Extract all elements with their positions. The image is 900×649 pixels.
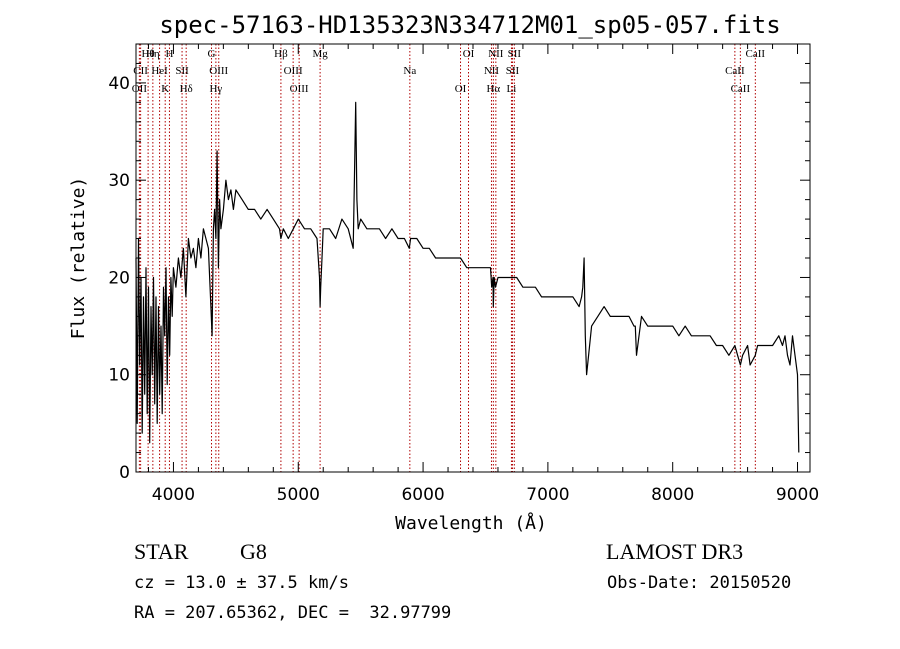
- y-axis-label: Flux (relative): [68, 177, 89, 340]
- line-label-0: Hθ: [141, 48, 154, 60]
- line-label-10: OIII: [209, 65, 228, 77]
- line-label-14: OIII: [290, 83, 309, 95]
- line-label-2: OII: [132, 83, 148, 95]
- y-tick-label-1: 10: [108, 366, 130, 386]
- y-tick-label-0: 0: [119, 463, 130, 483]
- line-label-15: Mg: [312, 48, 328, 60]
- survey-name: LAMOST DR3: [606, 539, 744, 564]
- y-tick-label-2: 20: [108, 268, 130, 288]
- line-label-18: OI: [463, 48, 475, 60]
- x-tick-label-0: 4000: [152, 485, 195, 505]
- line-label-19: NII: [484, 65, 500, 77]
- line-label-5: K: [161, 83, 169, 95]
- emission-line-labels: HθCIIOIIHηHeIKHSIIHδGOIIIHγHβOIIIOIIIMgN…: [132, 48, 766, 95]
- line-label-20: Hα: [486, 83, 500, 95]
- x-tick-label-5: 9000: [776, 485, 819, 505]
- y-tick-label-4: 40: [108, 74, 130, 94]
- observation-date: Obs-Date: 20150520: [607, 573, 792, 593]
- x-axis-label: Wavelength (Å): [395, 512, 547, 534]
- line-label-9: G: [208, 48, 216, 60]
- y-tick-label-3: 30: [108, 171, 130, 191]
- x-tick-label-2: 6000: [401, 485, 444, 505]
- line-label-17: OI: [455, 83, 467, 95]
- chart-title: spec-57163-HD135323N334712M01_sp05-057.f…: [159, 11, 780, 39]
- spectrum-series-0: [135, 101, 800, 453]
- line-label-27: CaII: [746, 48, 766, 60]
- line-label-11: Hγ: [209, 83, 222, 95]
- ra-dec-coordinates: RA = 207.65362, DEC = 32.97799: [134, 603, 452, 623]
- line-label-1: CII: [133, 65, 148, 77]
- line-label-16: Na: [403, 65, 416, 77]
- x-tick-label-1: 5000: [277, 485, 320, 505]
- line-label-3: Hη: [146, 48, 160, 60]
- x-tick-label-3: 7000: [526, 485, 569, 505]
- object-class: STAR: [134, 539, 189, 564]
- line-label-8: Hδ: [180, 83, 193, 95]
- line-label-12: Hβ: [274, 48, 288, 60]
- line-label-24: SII: [508, 48, 522, 60]
- x-tick-label-4: 8000: [651, 485, 694, 505]
- line-label-4: HeI: [151, 65, 168, 77]
- line-label-22: SII: [506, 65, 520, 77]
- object-subclass: G8: [240, 539, 267, 564]
- line-label-7: SII: [175, 65, 189, 77]
- redshift-cz: cz = 13.0 ± 37.5 km/s: [134, 573, 349, 593]
- line-label-25: CaII: [725, 65, 745, 77]
- line-label-26: CaII: [731, 83, 751, 95]
- plot-area: [135, 101, 800, 453]
- line-label-23: Li: [507, 83, 517, 95]
- line-label-13: OIII: [284, 65, 303, 77]
- plot-frame: [135, 43, 811, 473]
- line-label-6: H: [165, 48, 173, 60]
- axis-ticks: 4000 5000 6000 7000 8000 9000 0 10 20 30 40: [108, 43, 819, 505]
- line-label-21: NII: [488, 48, 504, 60]
